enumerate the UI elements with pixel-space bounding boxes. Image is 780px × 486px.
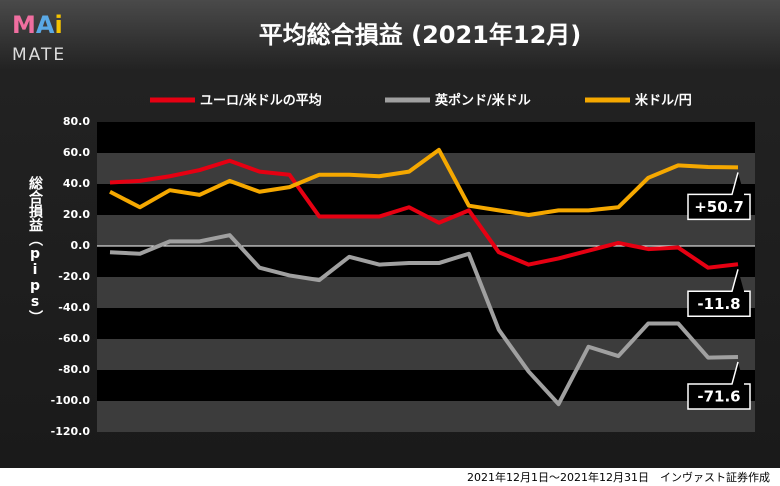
series-line [109,147,739,217]
stripe [97,308,755,339]
logo-letter: M [12,11,36,39]
logo-letter: i [54,11,62,39]
end-label: -71.6 [697,387,740,405]
footer: 2021年12月1日～2021年12月31日 インヴァスト証券作成 [467,470,770,484]
y-tick-label: -60.0 [58,332,90,345]
callout [687,172,751,221]
chart-title: 平均総合損益 (2021年12月) [259,21,582,49]
callout [687,269,751,318]
stripe [97,370,755,401]
callout [687,361,751,410]
y-tick-label: -120.0 [51,425,91,438]
stripe [97,277,755,308]
y-tick-label: -100.0 [51,394,91,407]
end-label: +50.7 [694,198,744,216]
y-tick-label: 40.0 [63,177,90,190]
logo-sub: MATE [12,45,66,65]
y-tick-label: -20.0 [58,270,90,283]
stripe [97,339,755,370]
logo: MAi [12,11,63,39]
y-tick-label: -40.0 [58,301,90,314]
stripe [97,401,755,432]
y-tick-label: 0.0 [71,239,91,252]
y-axis-label: 総合損益（pips） [27,175,44,324]
y-tick-label: 80.0 [63,115,90,128]
y-tick-label: 20.0 [63,208,90,221]
legend-label: 米ドル/円 [635,93,692,109]
y-tick-label: -80.0 [58,363,90,376]
y-tick-label: 60.0 [63,146,90,159]
logo-letter: A [36,11,55,39]
legend-label: 英ポンド/米ドル [434,93,531,109]
legend-label: ユーロ/米ドルの平均 [200,93,322,109]
stripe [97,184,755,215]
end-label: -11.8 [697,295,740,313]
series-line [109,158,739,270]
stripe [97,122,755,153]
series-line [109,233,739,407]
